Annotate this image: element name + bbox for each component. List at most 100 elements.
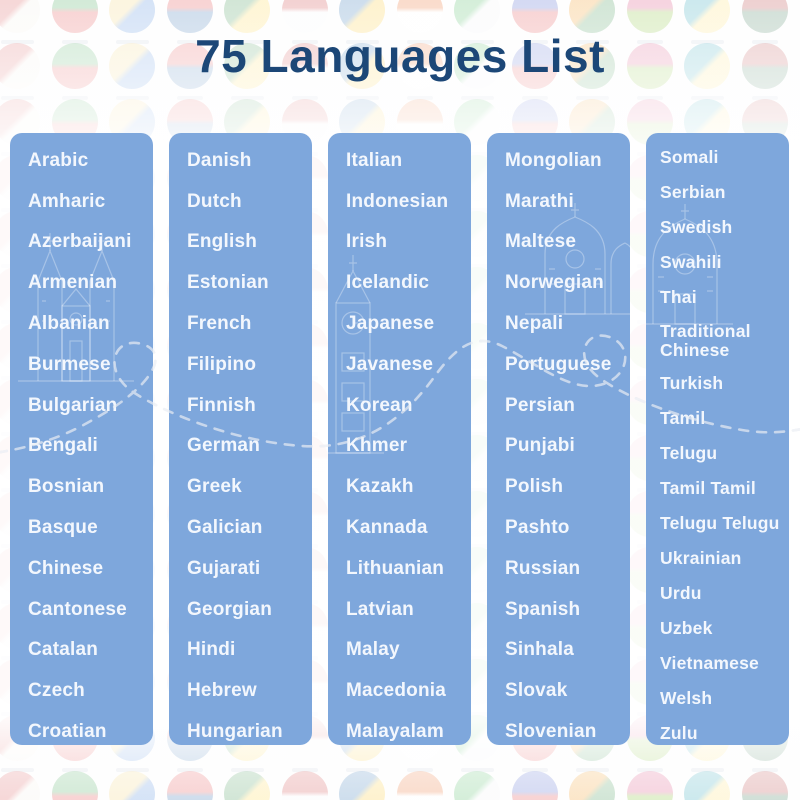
language-item: Sinhala [505,639,574,661]
page-title: 75 Languages List [195,30,605,82]
language-item: Cantonese [28,598,127,620]
language-list: Somali Serbian Swedish Swahili Thai Tradition… [646,133,789,745]
language-item: Tamil Tamil [660,478,756,498]
language-item: Swahili [660,252,722,272]
language-card-1: Arabic Amharic Azerbaijani Armenian Albanian… [10,133,153,745]
language-item: Nepali [505,313,564,335]
flag-circle [511,0,558,33]
language-item: Hebrew [187,680,257,702]
language-item: Lithuanian [346,557,445,579]
language-item: Malay [346,639,400,661]
language-item: Marathi [505,190,574,212]
language-item: Malayalam [346,721,444,743]
flag-circle [224,771,270,800]
language-item: Slovak [505,680,568,702]
language-item: Irish [346,231,388,253]
flag-circle [454,771,500,800]
flag-circle [569,0,615,33]
language-item: Kannada [346,517,428,539]
language-item: Catalan [28,639,99,661]
language-item: Swedish [660,217,733,237]
language-item: Indonesian [346,190,449,212]
language-item: Icelandic [346,272,430,294]
language-list: Mongolian Marathi Maltese Norwegian Nepali Po… [487,133,630,745]
flag-circle [396,0,443,33]
flag-circle [741,771,788,800]
language-item: Punjabi [505,435,576,457]
flag-circle [684,771,730,800]
language-item: Thai [660,287,697,307]
language-item: Macedonia [346,680,446,702]
flag-circle [281,771,328,800]
flag-circle [109,0,155,33]
flag-circle [166,0,213,33]
language-item: Uzbek [660,618,713,638]
language-item: Javanese [346,353,434,375]
language-item: Amharic [28,190,106,212]
language-item: French [187,313,252,335]
language-item: Greek [187,476,242,498]
flag-circle [0,0,40,33]
language-item: Azerbaijani [28,231,132,253]
language-item: Turkish [660,373,724,393]
flag-circle [166,771,213,800]
language-item: Telugu Telugu [660,513,780,533]
language-item: Welsh [660,688,713,708]
language-list: Arabic Amharic Azerbaijani Armenian Albanian… [10,133,153,745]
language-item: Russian [505,557,581,579]
language-item: Estonian [187,272,269,294]
language-list: Italian Indonesian Irish Icelandic Japanese J… [328,133,471,745]
flag-circle [51,0,98,33]
language-item: Spanish [505,598,581,620]
language-item: Korean [346,394,413,416]
flag-circle [224,0,270,33]
flag-circle [511,771,558,800]
flag-circle [281,0,328,33]
flag-circle [51,771,98,800]
language-item: Japanese [346,313,435,335]
language-item: Gujarati [187,557,261,579]
language-item: Portuguese [505,353,612,375]
language-item: Chinese [28,557,104,579]
flag-circle [109,771,155,800]
language-item: Pashto [505,517,570,539]
language-item: Albanian [28,313,110,335]
language-item: Serbian [660,182,726,202]
flag-circle [454,0,500,33]
language-item: Vietnamese [660,653,759,673]
flag-circle [339,771,385,800]
language-item: English [187,231,258,253]
language-list: Danish Dutch English Estonian French Filipino… [169,133,312,745]
language-item: Arabic [28,149,89,171]
language-item: Slovenian [505,721,597,743]
flag-circle [396,771,443,800]
language-item: Mongolian [505,149,602,171]
language-item: Italian [346,149,403,171]
language-item: Bengali [28,435,99,457]
language-item: Danish [187,149,252,171]
language-item: Armenian [28,272,118,294]
language-item: Latvian [346,598,414,620]
flag-circle [684,0,730,33]
language-item: Bulgarian [28,394,118,416]
flag-circle [0,771,40,800]
language-item: German [187,435,261,457]
language-item: Ukrainian [660,548,742,568]
language-item: Tamil [660,408,706,428]
language-item: Finnish [187,394,256,416]
language-item: Dutch [187,190,242,212]
language-item: Filipino [187,353,257,375]
language-item: Bosnian [28,476,105,498]
flag-circle [569,771,615,800]
language-item: Burmese [28,353,111,375]
language-item: Kazakh [346,476,414,498]
flag-circle [339,0,385,33]
language-card-5: Somali Serbian Swedish Swahili Thai Tradition… [646,133,789,745]
language-card-4: Mongolian Marathi Maltese Norwegian Nepali Po… [487,133,630,745]
language-item: Czech [28,680,85,702]
language-item: Hungarian [187,721,283,743]
language-item: Persian [505,394,576,416]
language-item: Khmer [346,435,408,457]
language-card-2: Danish Dutch English Estonian French Filipino… [169,133,312,745]
